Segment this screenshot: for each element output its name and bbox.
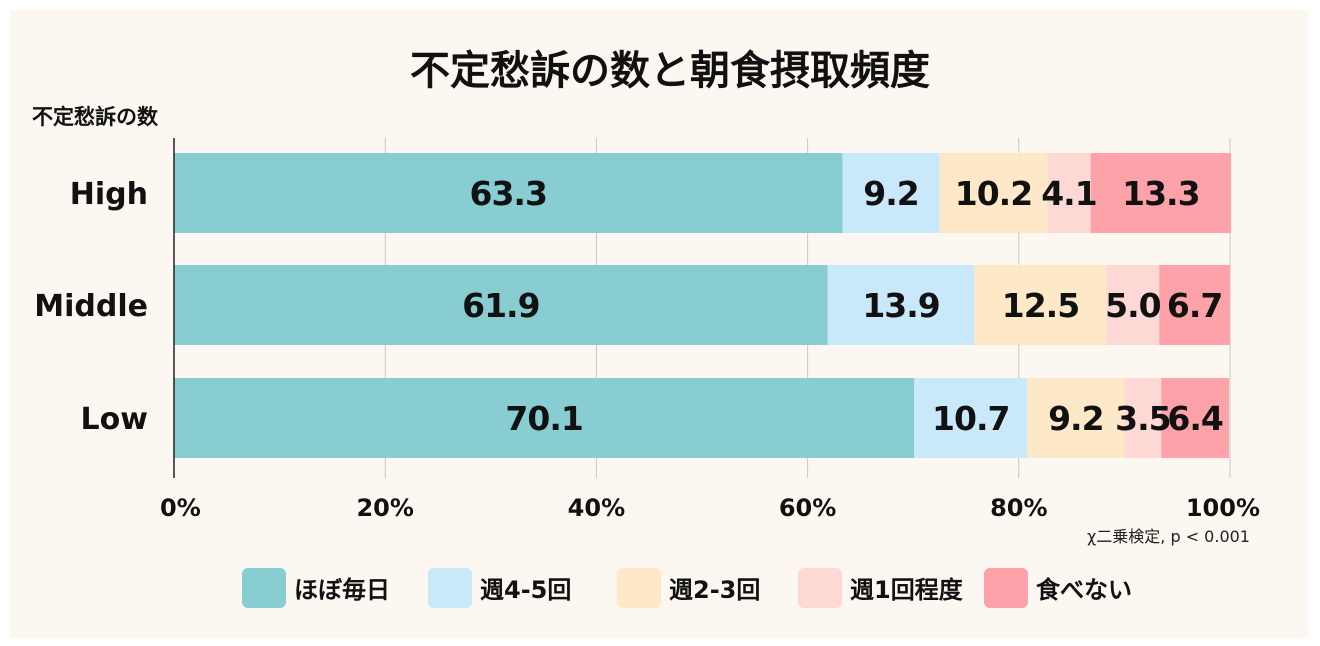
stacked-bar-chart: 不定愁訴の数と朝食摂取頻度 不定愁訴の数 63.3 9.2 10.2 4.1 13.36…: [32, 48, 1260, 608]
chart-panel: 不定愁訴の数と朝食摂取頻度 不定愁訴の数 63.3 9.2 10.2 4.1 13.3 6…: [10, 10, 1308, 638]
bar-segment: [1161, 378, 1229, 458]
x-tick-label: 40%: [568, 494, 625, 522]
bar-segment: [174, 378, 915, 458]
bar-data-label: 10.2: [955, 174, 1032, 213]
legend-label: 週4-5回: [480, 576, 571, 604]
bar-data-label: 6.4: [1167, 399, 1222, 438]
bar-segment: [939, 153, 1048, 233]
category-label: Low: [81, 402, 148, 437]
bar-data-label: 13.9: [862, 286, 939, 325]
x-tick-label: 100%: [1186, 494, 1260, 522]
stat-test-annotation: χ二乗検定, p < 0.001: [1087, 527, 1250, 546]
legend-swatch: [984, 568, 1028, 608]
bar-data-label: 3.5: [1115, 399, 1170, 438]
bar-data-label: 63.3: [470, 174, 547, 213]
bar-segment: [914, 378, 1028, 458]
bar-segment: [842, 153, 940, 233]
bar-data-label: 12.5: [1002, 286, 1079, 325]
legend-label: 週1回程度: [850, 576, 964, 604]
bar-segment: [1027, 378, 1125, 458]
bar-labels: 63.3 9.2 10.2 4.1 13.3 61.9 13.9 12.5 5.0 6.7 70.1…: [462, 174, 1224, 438]
bar-data-label: 4.1: [1041, 174, 1096, 213]
bar-segment: [974, 265, 1107, 345]
bar-segment: [1047, 153, 1091, 233]
category-label: Middle: [34, 289, 148, 324]
bar-segment: [1159, 265, 1230, 345]
legend-label: 食べない: [1036, 576, 1132, 604]
bar-data-label: 70.1: [505, 399, 582, 438]
legend: ほぼ毎日 週4-5回 週2-3回 週1回程度 食べない: [242, 568, 1132, 608]
x-tick-label: 20%: [356, 494, 413, 522]
bar-data-label: 5.0: [1105, 286, 1160, 325]
legend-label: 週2-3回: [669, 576, 760, 604]
bar-segment: [1124, 378, 1162, 458]
category-labels: High Middle Low: [34, 177, 148, 437]
bar-data-label: 61.9: [462, 286, 539, 325]
x-tick-label: 0%: [160, 494, 201, 522]
legend-swatch: [242, 568, 286, 608]
chart-title: 不定愁訴の数と朝食摂取頻度: [410, 48, 930, 94]
x-tick-labels: 0% 20% 40% 60% 80% 100%: [160, 494, 1260, 522]
legend-swatch: [798, 568, 842, 608]
legend-swatch: [617, 568, 661, 608]
bar-data-label: 6.7: [1167, 286, 1222, 325]
y-axis-label: 不定愁訴の数: [32, 105, 159, 129]
bar-segment: [1106, 265, 1160, 345]
bar-segment: [174, 265, 828, 345]
legend-swatch: [428, 568, 472, 608]
x-tick-label: 60%: [779, 494, 836, 522]
bar-segment: [827, 265, 975, 345]
bar-data-label: 9.2: [863, 174, 918, 213]
category-label: High: [70, 177, 148, 212]
bar-data-label: 9.2: [1048, 399, 1103, 438]
bar-segment: [1090, 153, 1232, 233]
legend-label: ほぼ毎日: [294, 576, 390, 604]
bar-data-label: 10.7: [932, 399, 1009, 438]
x-tick-label: 80%: [990, 494, 1047, 522]
bars: [174, 153, 1232, 458]
bar-data-label: 13.3: [1122, 174, 1199, 213]
bar-segment: [174, 153, 843, 233]
